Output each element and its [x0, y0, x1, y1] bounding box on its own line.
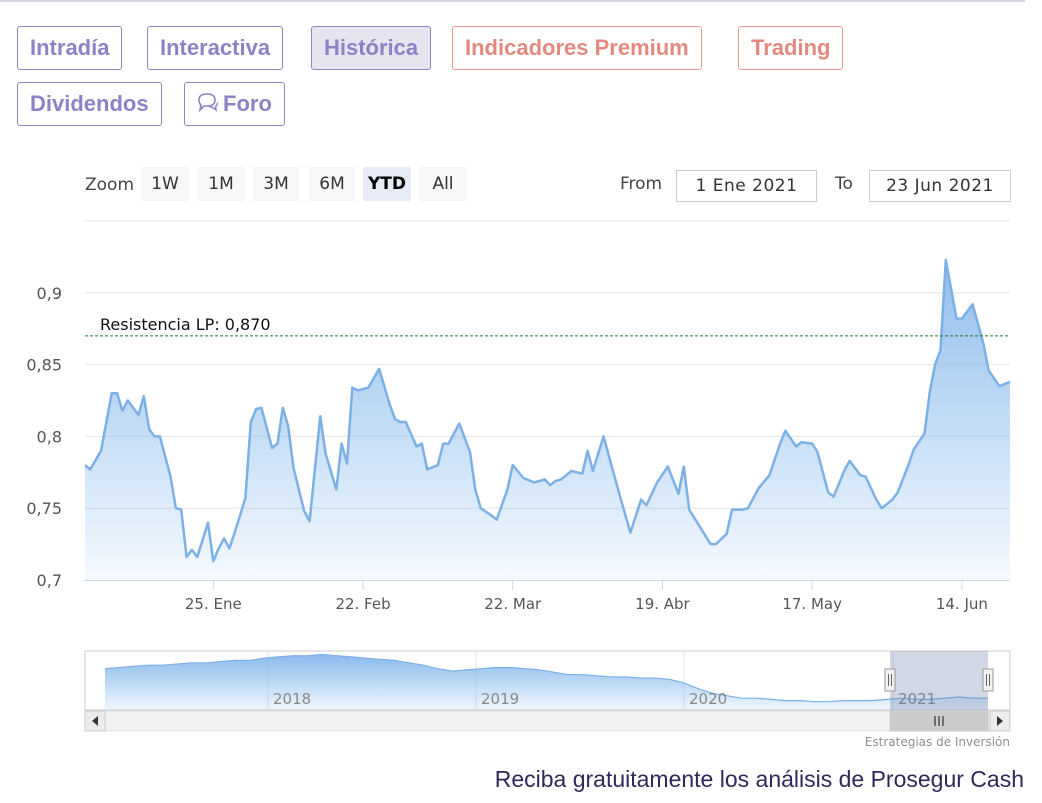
y-tick-label: 0,8	[37, 427, 62, 446]
grid-lines	[85, 220, 1010, 509]
zoom-6m-button[interactable]: 6M	[308, 167, 356, 201]
navigator-selection[interactable]	[890, 651, 988, 710]
tab-foro-label: Foro	[223, 91, 272, 116]
tab-indicadores-premium[interactable]: Indicadores Premium	[452, 26, 702, 70]
navigator-area	[105, 654, 988, 710]
navigator-line	[104, 653, 988, 703]
top-divider	[0, 0, 1025, 2]
navigator-year-label: 2019	[481, 690, 519, 708]
x-tick-label: 19. Abr	[635, 595, 690, 613]
to-label: To	[835, 174, 853, 194]
scroll-left-button[interactable]	[84, 710, 106, 732]
chat-bubble-icon	[197, 84, 219, 126]
navigator-year-label: 2020	[689, 690, 727, 708]
tab-foro[interactable]: Foro	[184, 82, 285, 126]
zoom-all-button[interactable]: All	[419, 167, 467, 201]
tab-historica[interactable]: Histórica	[311, 26, 432, 70]
y-tick-label: 0,7	[37, 571, 62, 590]
tab-trading[interactable]: Trading	[738, 26, 844, 70]
navigator-year-label: 2018	[273, 690, 311, 708]
x-tick-label: 25. Ene	[185, 595, 242, 613]
price-chart[interactable]: Resistencia LP: 0,870 0,7 0,75 0,8 0,85 0,9 2…	[0, 0, 1042, 760]
resistance-label: Resistencia LP: 0,870	[100, 315, 271, 334]
scroll-right-button[interactable]	[989, 710, 1011, 732]
navigator-right-handle[interactable]	[982, 668, 994, 692]
x-tick-label: 22. Feb	[335, 595, 390, 613]
zoom-ytd-button[interactable]: YTD	[363, 167, 411, 201]
x-tick-label: 14. Jun	[936, 595, 988, 613]
from-date-input[interactable]: 1 Ene 2021	[676, 170, 817, 202]
to-date-input[interactable]: 23 Jun 2021	[869, 170, 1011, 202]
navigator-left-handle[interactable]	[884, 668, 896, 692]
tab-intradia[interactable]: Intradía	[17, 26, 123, 70]
x-tick-label: 17. May	[782, 595, 842, 613]
zoom-1m-button[interactable]: 1M	[197, 167, 245, 201]
y-tick-label: 0,75	[26, 499, 62, 518]
y-tick-label: 0,85	[26, 356, 62, 375]
from-label: From	[620, 174, 663, 194]
scrollbar-thumb[interactable]	[889, 710, 989, 732]
price-series-line[interactable]	[84, 258, 1011, 563]
credits-label[interactable]: Estrategias de Inversión	[864, 735, 1010, 749]
y-tick-label: 0,9	[37, 284, 62, 303]
x-tick-label: 22. Mar	[484, 595, 542, 613]
zoom-1w-button[interactable]: 1W	[141, 167, 189, 201]
navigator-year-label: 2021	[898, 690, 936, 708]
zoom-label: Zoom	[85, 175, 135, 195]
tab-interactiva[interactable]: Interactiva	[147, 26, 284, 70]
scrollbar-track[interactable]	[84, 710, 1011, 732]
zoom-3m-button[interactable]: 3M	[252, 167, 300, 201]
cta-link[interactable]: Reciba gratuitamente los análisis de Pro…	[494, 766, 1024, 792]
price-area-fill	[85, 259, 1010, 580]
tab-dividendos[interactable]: Dividendos	[17, 82, 162, 126]
